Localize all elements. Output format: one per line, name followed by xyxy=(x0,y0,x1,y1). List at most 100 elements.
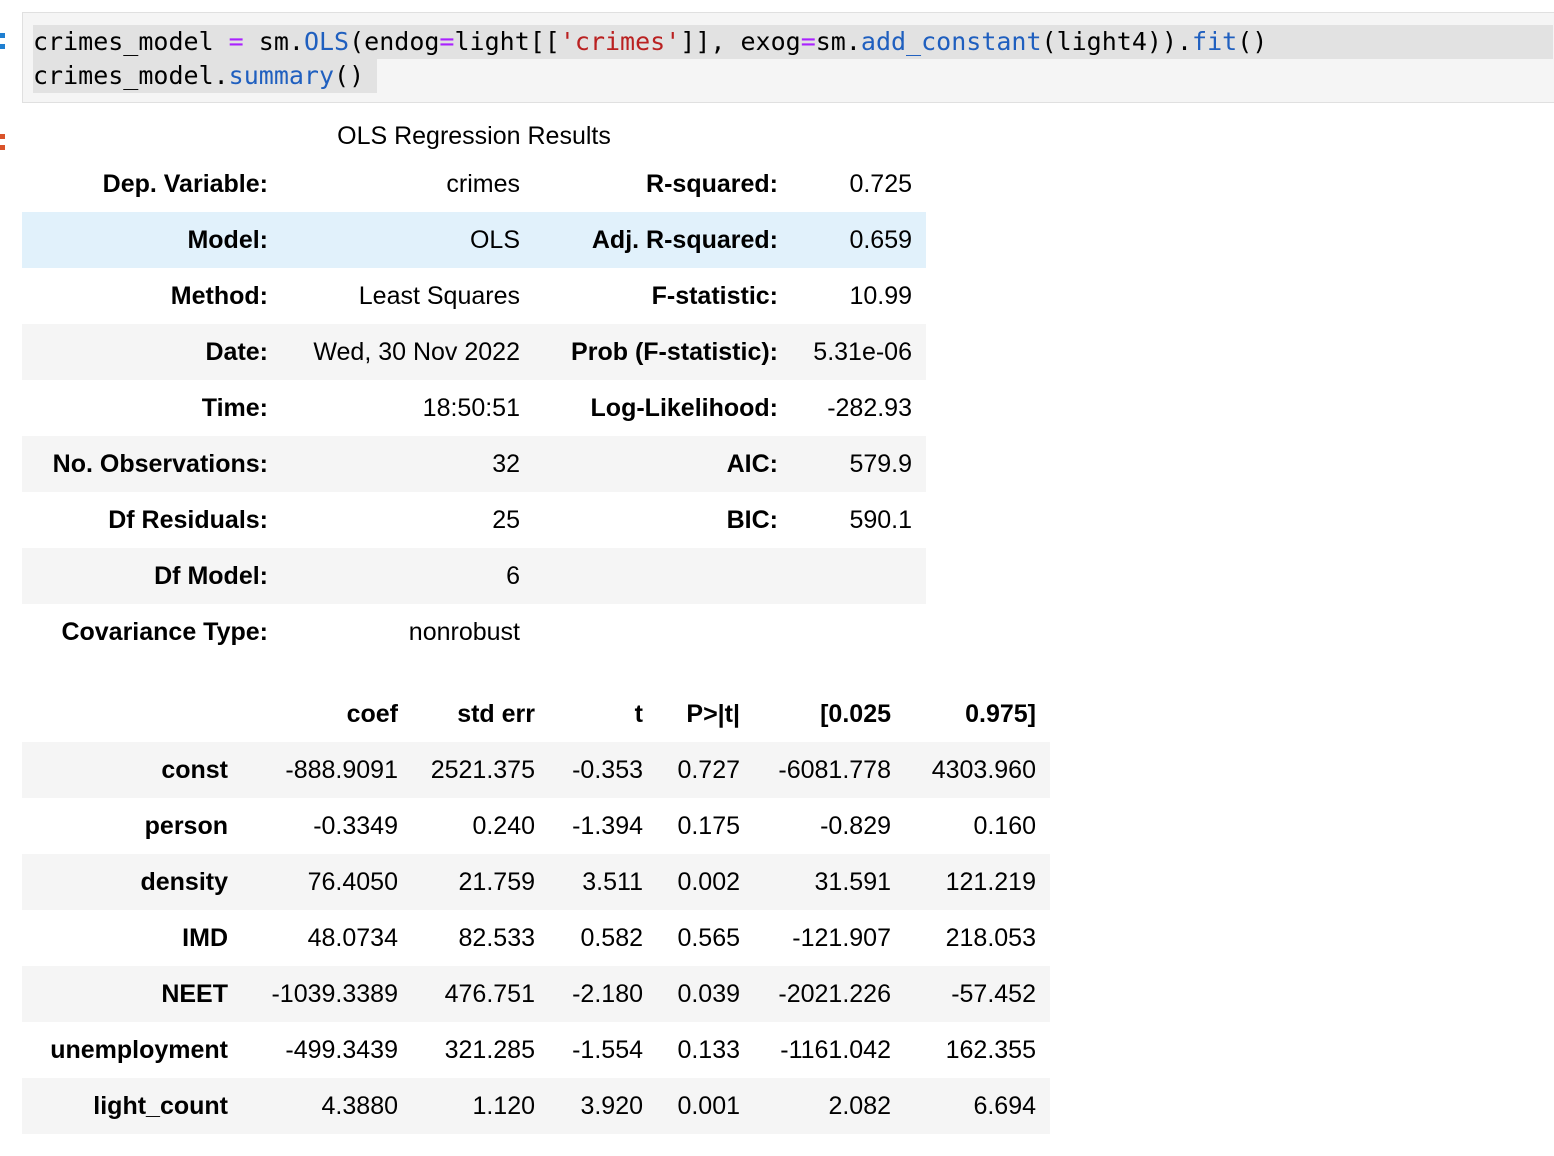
coef-value: 31.591 xyxy=(814,868,891,896)
variable-name: light_count xyxy=(93,1092,228,1120)
summary-label xyxy=(520,604,778,660)
summary-label: Log-Likelihood: xyxy=(590,394,778,422)
summary-row: Date: Wed, 30 Nov 2022 Prob (F-statistic):… xyxy=(22,324,926,380)
summary-label xyxy=(520,548,778,604)
coef-value: 2521.375 xyxy=(430,756,535,784)
coef-value: 0.133 xyxy=(677,1036,740,1064)
column-header: std err xyxy=(457,700,535,728)
column-header: P>|t| xyxy=(686,700,740,728)
code-token: = xyxy=(228,27,244,56)
coef-row: person -0.3349 0.240 -1.394 0.175 -0.829 0.160 xyxy=(22,798,1050,854)
variable-name: density xyxy=(140,868,228,896)
variable-name: IMD xyxy=(182,924,228,952)
coef-value: 121.219 xyxy=(945,868,1036,896)
summary-value: 25 xyxy=(492,506,520,534)
coef-value: 218.053 xyxy=(945,924,1036,952)
code-line-2: crimes_model.summary() xyxy=(33,59,377,93)
coef-value: 21.759 xyxy=(458,868,535,896)
coef-value: 6.694 xyxy=(973,1092,1036,1120)
summary-caption: OLS Regression Results xyxy=(337,122,611,150)
code-token: light[[ xyxy=(454,27,560,56)
variable-name: unemployment xyxy=(50,1036,228,1064)
column-header: 0.975] xyxy=(965,700,1036,728)
code-cell-editor[interactable]: crimes_model = sm.OLS(endog=light[['crim… xyxy=(22,12,1554,103)
summary-label: Dep. Variable: xyxy=(102,170,268,198)
summary-row: Df Model: 6 xyxy=(22,548,926,604)
column-header xyxy=(22,686,228,742)
variable-name: person xyxy=(144,812,228,840)
coef-value: -121.907 xyxy=(792,924,891,952)
coef-value: 3.511 xyxy=(582,868,643,896)
coef-value: 0.727 xyxy=(677,756,740,784)
summary-value: nonrobust xyxy=(408,618,520,646)
code-token: = xyxy=(439,27,455,56)
coef-value: 3.920 xyxy=(580,1092,643,1120)
coef-row: unemployment -499.3439 321.285 -1.554 0.133 -… xyxy=(22,1022,1050,1078)
coef-value: -2.180 xyxy=(572,980,643,1008)
summary-value: Least Squares xyxy=(358,282,520,310)
input-prompt-marker xyxy=(0,33,6,51)
summary-value: 590.1 xyxy=(849,506,912,534)
column-header: [0.025 xyxy=(820,700,891,728)
code-token: = xyxy=(800,27,816,56)
coef-value: -499.3439 xyxy=(285,1036,398,1064)
code-token: (endog xyxy=(349,27,440,56)
code-token: sm. xyxy=(815,27,861,56)
coef-header-row: coef std err t P>|t| [0.025 0.975] xyxy=(22,686,1050,742)
summary-label: Prob (F-statistic): xyxy=(571,338,778,366)
summary-value: 10.99 xyxy=(849,282,912,310)
coef-value: 0.039 xyxy=(677,980,740,1008)
coef-value: 4.3880 xyxy=(321,1092,398,1120)
summary-label: Df Residuals: xyxy=(108,506,268,534)
code-token: 'crimes' xyxy=(559,27,681,56)
summary-value: 0.659 xyxy=(849,226,912,254)
summary-value: 6 xyxy=(506,562,520,590)
coef-value: 321.285 xyxy=(444,1036,535,1064)
coef-value: 2.082 xyxy=(828,1092,891,1120)
coef-value: -57.452 xyxy=(951,980,1036,1008)
coef-value: 82.533 xyxy=(458,924,535,952)
summary-value: -282.93 xyxy=(827,394,912,422)
summary-value: OLS xyxy=(469,226,520,254)
coef-value: 0.240 xyxy=(472,812,535,840)
coef-value: -6081.778 xyxy=(778,756,891,784)
coef-row: IMD 48.0734 82.533 0.582 0.565 -121.907 218.05… xyxy=(22,910,1050,966)
summary-value xyxy=(778,604,912,660)
code-token: summary xyxy=(228,61,335,90)
coef-row: const -888.9091 2521.375 -0.353 0.727 -6081.7… xyxy=(22,742,1050,798)
summary-row: Model: OLS Adj. R-squared: 0.659 xyxy=(22,212,926,268)
summary-label: Covariance Type: xyxy=(61,618,268,646)
variable-name: NEET xyxy=(161,980,228,1008)
coef-value: 0.002 xyxy=(677,868,740,896)
coef-value: -1.554 xyxy=(572,1036,643,1064)
summary-label: BIC: xyxy=(726,506,778,534)
coef-value: -0.829 xyxy=(820,812,891,840)
code-token: crimes_model xyxy=(33,27,229,56)
code-token: () xyxy=(334,61,365,90)
summary-label: Date: xyxy=(205,338,268,366)
summary-row: Covariance Type: nonrobust xyxy=(22,604,926,660)
coef-value: 48.0734 xyxy=(307,924,398,952)
coef-row: density 76.4050 21.759 3.511 0.002 31.591 121.… xyxy=(22,854,1050,910)
summary-value: 0.725 xyxy=(849,170,912,198)
coef-row: NEET -1039.3389 476.751 -2.180 0.039 -2021.22… xyxy=(22,966,1050,1022)
summary-value: 32 xyxy=(492,450,520,478)
coef-value: 0.582 xyxy=(580,924,643,952)
summary-value: 5.31e-06 xyxy=(813,338,912,366)
code-token: () xyxy=(1237,27,1268,56)
summary-value xyxy=(778,548,912,604)
code-token: (light4)). xyxy=(1041,27,1193,56)
coef-value: -0.353 xyxy=(572,756,643,784)
variable-name: const xyxy=(161,756,228,784)
column-header: t xyxy=(634,700,643,728)
summary-label: Time: xyxy=(201,394,268,422)
summary-label: Adj. R-squared: xyxy=(591,226,778,254)
summary-row: Time: 18:50:51 Log-Likelihood: -282.93 xyxy=(22,380,926,436)
summary-label: Model: xyxy=(187,226,268,254)
coef-value: -888.9091 xyxy=(285,756,398,784)
output-prompt-marker xyxy=(0,134,6,152)
column-header: coef xyxy=(346,700,398,728)
code-token: crimes_model. xyxy=(33,61,229,90)
code-token: ]], exog xyxy=(680,27,801,56)
coef-value: 1.120 xyxy=(472,1092,535,1120)
